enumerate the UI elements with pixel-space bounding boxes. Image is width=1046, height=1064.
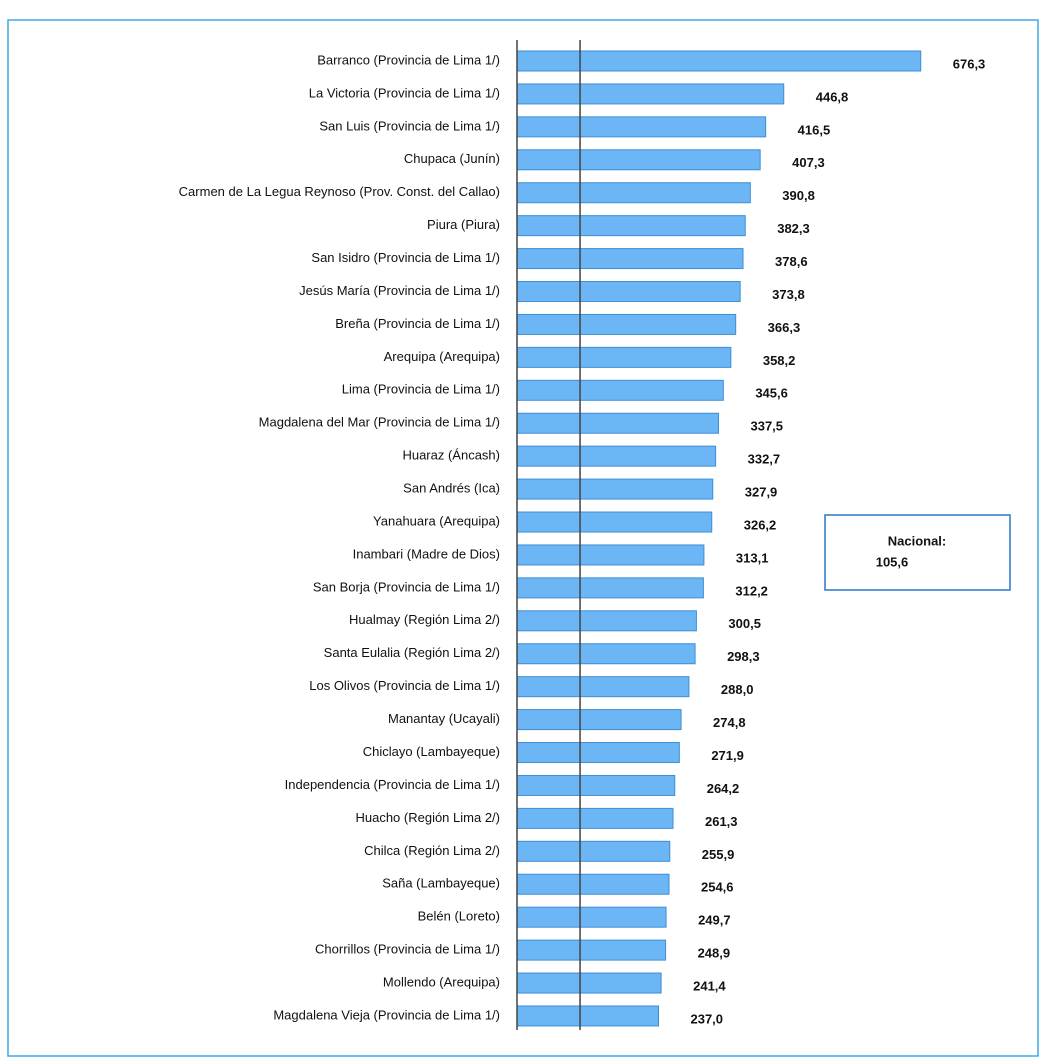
value-label: 366,3 bbox=[768, 320, 801, 335]
bar bbox=[516, 610, 697, 632]
category-label: Chorrillos (Provincia de Lima 1/) bbox=[315, 942, 500, 957]
value-label: 264,2 bbox=[707, 781, 740, 796]
reference-value: 105,6 bbox=[876, 554, 909, 569]
value-label: 390,8 bbox=[782, 188, 815, 203]
category-label: Huacho (Región Lima 2/) bbox=[355, 810, 500, 825]
category-label: Chupaca (Junín) bbox=[404, 151, 500, 166]
bar bbox=[516, 676, 690, 698]
category-label: Hualmay (Región Lima 2/) bbox=[349, 612, 500, 627]
value-label: 332,7 bbox=[748, 452, 781, 467]
bar bbox=[516, 643, 696, 665]
category-label: Arequipa (Arequipa) bbox=[384, 349, 500, 364]
value-label: 274,8 bbox=[713, 715, 746, 730]
category-label: San Borja (Provincia de Lima 1/) bbox=[313, 579, 500, 594]
bar bbox=[516, 1005, 659, 1027]
category-label: Piura (Piura) bbox=[427, 217, 500, 232]
bar bbox=[516, 412, 719, 434]
value-label: 326,2 bbox=[744, 517, 777, 532]
category-label: Magdalena Vieja (Provincia de Lima 1/) bbox=[273, 1007, 500, 1022]
bar bbox=[516, 840, 671, 862]
bar bbox=[516, 511, 713, 533]
value-label: 407,3 bbox=[792, 155, 825, 170]
bar bbox=[516, 149, 761, 171]
bar bbox=[516, 807, 674, 829]
value-label: 373,8 bbox=[772, 287, 805, 302]
category-label: Lima (Provincia de Lima 1/) bbox=[342, 382, 500, 397]
category-label: Los Olivos (Provincia de Lima 1/) bbox=[309, 678, 500, 693]
value-label: 378,6 bbox=[775, 254, 808, 269]
bar bbox=[516, 709, 682, 731]
category-label: Chilca (Región Lima 2/) bbox=[364, 843, 500, 858]
value-label: 248,9 bbox=[698, 946, 731, 961]
value-label: 337,5 bbox=[750, 419, 783, 434]
category-label: Yanahuara (Arequipa) bbox=[373, 513, 500, 528]
bar bbox=[516, 445, 717, 467]
value-label: 241,4 bbox=[693, 978, 726, 993]
category-label: Independencia (Provincia de Lima 1/) bbox=[285, 777, 500, 792]
bar bbox=[516, 544, 705, 566]
value-label: 300,5 bbox=[728, 616, 761, 631]
bar bbox=[516, 972, 662, 994]
bar bbox=[516, 742, 680, 764]
category-label: Barranco (Provincia de Lima 1/) bbox=[317, 52, 500, 67]
bar bbox=[516, 83, 785, 105]
category-label: Breña (Provincia de Lima 1/) bbox=[335, 316, 500, 331]
category-label: Huaraz (Áncash) bbox=[402, 448, 500, 463]
bar bbox=[516, 774, 676, 796]
bar bbox=[516, 281, 741, 303]
value-label: 358,2 bbox=[763, 353, 796, 368]
value-label: 254,6 bbox=[701, 880, 734, 895]
bar bbox=[516, 248, 744, 270]
value-label: 313,1 bbox=[736, 550, 769, 565]
category-label: San Andrés (Ica) bbox=[403, 481, 500, 496]
category-label: Mollendo (Arequipa) bbox=[383, 974, 500, 989]
value-label: 271,9 bbox=[711, 748, 744, 763]
bar bbox=[516, 873, 670, 895]
category-label: Belén (Loreto) bbox=[418, 909, 500, 924]
reference-box bbox=[824, 514, 1011, 591]
value-label: 249,7 bbox=[698, 913, 731, 928]
frame bbox=[7, 19, 1039, 1057]
value-label: 327,9 bbox=[745, 485, 778, 500]
reference-label: Nacional: bbox=[888, 533, 947, 548]
category-label: Chiclayo (Lambayeque) bbox=[363, 744, 500, 759]
bar bbox=[516, 346, 732, 368]
value-label: 446,8 bbox=[816, 89, 849, 104]
value-label: 312,2 bbox=[735, 583, 768, 598]
category-label: Carmen de La Legua Reynoso (Prov. Const.… bbox=[179, 184, 500, 199]
category-label: Santa Eulalia (Región Lima 2/) bbox=[324, 645, 500, 660]
value-label: 261,3 bbox=[705, 814, 738, 829]
bar bbox=[516, 50, 922, 72]
bar bbox=[516, 182, 751, 204]
bar bbox=[516, 906, 667, 928]
category-label: Manantay (Ucayali) bbox=[388, 711, 500, 726]
bar bbox=[516, 116, 767, 138]
value-label: 255,9 bbox=[702, 847, 735, 862]
bar bbox=[516, 379, 724, 401]
value-label: 237,0 bbox=[690, 1011, 723, 1026]
category-label: Inambari (Madre de Dios) bbox=[353, 546, 500, 561]
bar bbox=[516, 478, 714, 500]
category-label: Magdalena del Mar (Provincia de Lima 1/) bbox=[259, 415, 500, 430]
value-label: 416,5 bbox=[798, 122, 831, 137]
bar bbox=[516, 215, 746, 237]
bar bbox=[516, 313, 737, 335]
value-label: 676,3 bbox=[953, 56, 986, 71]
category-label: San Isidro (Provincia de Lima 1/) bbox=[311, 250, 500, 265]
value-label: 382,3 bbox=[777, 221, 810, 236]
bar bbox=[516, 939, 667, 961]
category-label: La Victoria (Provincia de Lima 1/) bbox=[309, 85, 500, 100]
value-label: 345,6 bbox=[755, 386, 788, 401]
category-label: Jesús María (Provincia de Lima 1/) bbox=[299, 283, 500, 298]
bar bbox=[516, 577, 704, 599]
value-label: 288,0 bbox=[721, 682, 754, 697]
category-label: Saña (Lambayeque) bbox=[382, 876, 500, 891]
category-label: San Luis (Provincia de Lima 1/) bbox=[319, 118, 500, 133]
value-label: 298,3 bbox=[727, 649, 760, 664]
